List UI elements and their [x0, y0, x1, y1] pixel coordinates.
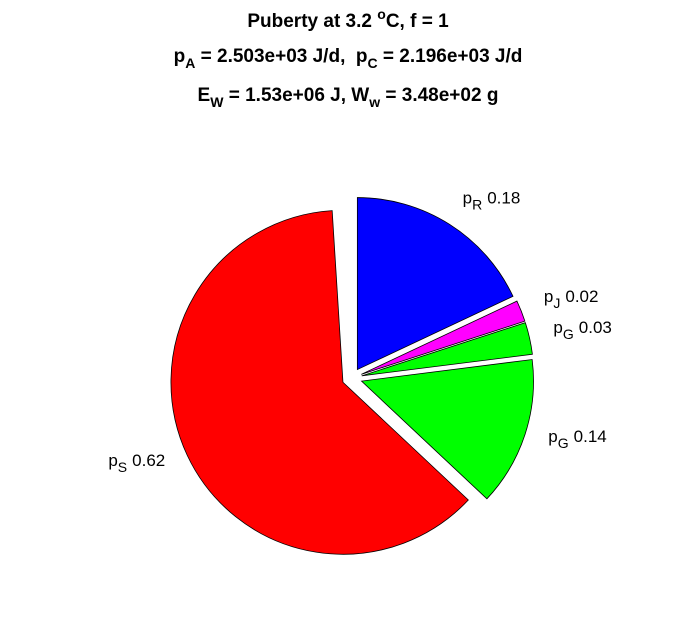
title-part: = 1.53e+06 J, W	[223, 85, 369, 106]
title-part: p	[174, 46, 186, 67]
slice-label: pG 0.14	[548, 427, 606, 451]
title-part: A	[185, 55, 195, 71]
slice-label: pR 0.18	[463, 189, 521, 213]
title-part: C	[368, 55, 378, 71]
pie-slice	[360, 359, 534, 500]
label-value: 0.62	[132, 451, 165, 470]
pie-slice	[361, 322, 533, 377]
slice-label: pS 0.62	[108, 451, 165, 475]
pie-slice	[356, 197, 514, 371]
pie-slice	[361, 300, 526, 375]
title-part: = 2.196e+03 J/d	[378, 46, 523, 67]
slice-label: pG 0.03	[553, 318, 611, 342]
label-base: p	[463, 189, 472, 208]
title-part: = 3.48e+02 g	[380, 85, 498, 106]
label-value: 0.02	[565, 287, 598, 306]
title-part: Puberty at 3.2	[247, 11, 377, 32]
title-part: = 2.503e+03 J/d, p	[195, 46, 367, 67]
title-part: C, f = 1	[386, 11, 449, 32]
label-sub: S	[118, 459, 127, 475]
title-part: E	[198, 85, 211, 106]
chart-title: Puberty at 3.2 oC, f = 1	[247, 6, 449, 32]
slice-label: pJ 0.02	[544, 287, 599, 311]
label-value: 0.14	[574, 427, 607, 446]
title-part: W	[210, 94, 224, 110]
label-sub: J	[553, 295, 560, 311]
label-sub: R	[472, 197, 482, 213]
label-base: p	[544, 287, 553, 306]
label-value: 0.18	[487, 189, 520, 208]
title-part: o	[377, 6, 386, 22]
label-sub: G	[558, 435, 569, 451]
chart-title: pA = 2.503e+03 J/d, pC = 2.196e+03 J/d	[174, 46, 523, 71]
label-base: p	[548, 427, 557, 446]
pie-slice	[170, 210, 469, 555]
label-value: 0.03	[579, 318, 612, 337]
chart-title: EW = 1.53e+06 J, Ww = 3.48e+02 g	[198, 85, 499, 110]
title-part: w	[368, 94, 380, 110]
label-sub: G	[563, 326, 574, 342]
label-base: p	[108, 451, 117, 470]
label-base: p	[553, 318, 562, 337]
